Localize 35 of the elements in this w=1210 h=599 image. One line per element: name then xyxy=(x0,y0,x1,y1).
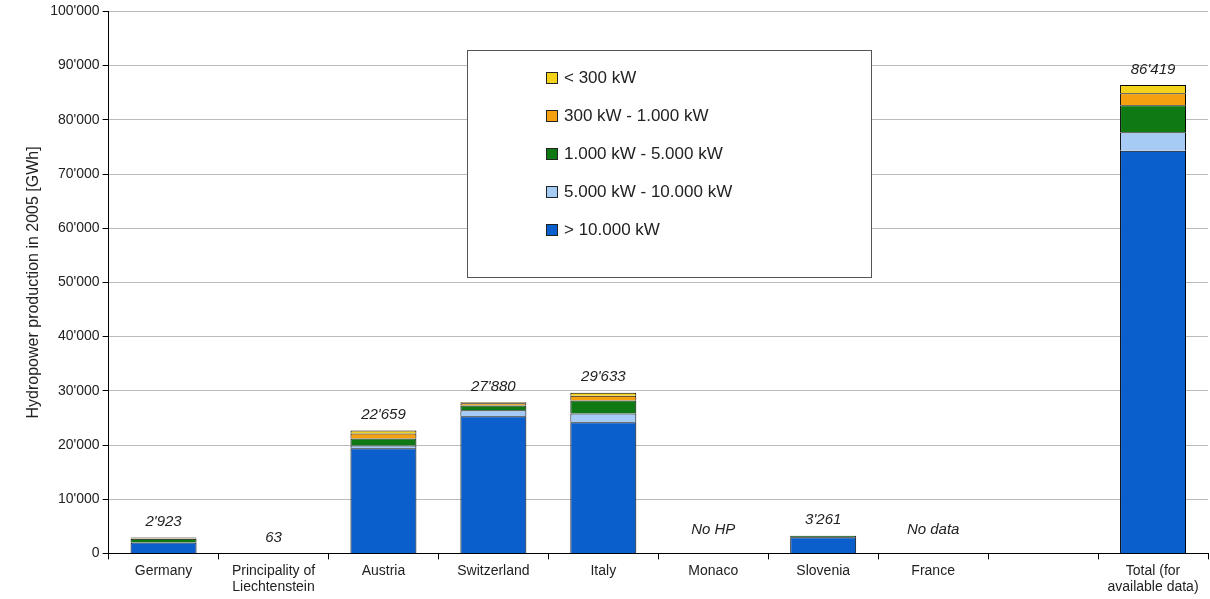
y-tick-label: 90'000 xyxy=(57,56,100,73)
legend-label: < 300 kW xyxy=(564,68,637,88)
y-tick-label: 40'000 xyxy=(57,327,100,344)
y-tick-label: 0 xyxy=(91,544,100,561)
total-label: 3'261 xyxy=(805,510,842,528)
x-tick-label: Austria xyxy=(361,561,406,578)
legend-label: 1.000 kW - 5.000 kW xyxy=(564,144,723,164)
total-label: 22'659 xyxy=(360,405,407,423)
x-tick-label: Italy xyxy=(590,561,617,578)
y-tick-label: 30'000 xyxy=(57,381,100,398)
legend-label: 300 kW - 1.000 kW xyxy=(564,106,709,126)
y-tick-label: 10'000 xyxy=(57,490,100,507)
y-tick-label: 80'000 xyxy=(57,110,100,127)
x-tick-label: Principality of Liechtenstein xyxy=(231,561,316,595)
x-tick-label: Monaco xyxy=(688,561,739,578)
legend-label: 5.000 kW - 10.000 kW xyxy=(564,182,733,202)
y-tick-label: 50'000 xyxy=(57,273,100,290)
total-label: 63 xyxy=(265,527,283,545)
annotation: No HP xyxy=(691,520,736,538)
y-tick-label: 70'000 xyxy=(57,164,100,181)
y-tick-label: 100'000 xyxy=(50,2,100,19)
total-label: 29'633 xyxy=(580,367,627,385)
total-label: 2'923 xyxy=(144,512,183,530)
y-tick-label: 20'000 xyxy=(57,435,100,452)
total-label: 86'419 xyxy=(1130,59,1176,77)
x-tick-label: Slovenia xyxy=(796,561,851,578)
legend-label: > 10.000 kW xyxy=(564,220,660,240)
total-label: 27'880 xyxy=(470,376,517,394)
annotation: No data xyxy=(906,520,960,538)
y-axis-title: Hydropower production in 2005 [GWh] xyxy=(24,146,42,419)
y-tick-label: 60'000 xyxy=(57,219,100,236)
x-tick-label: Total (for available data) xyxy=(1107,561,1199,595)
x-tick-label: Switzerland xyxy=(457,561,530,578)
x-tick-label: Germany xyxy=(134,561,193,578)
x-tick-label: France xyxy=(911,561,956,578)
